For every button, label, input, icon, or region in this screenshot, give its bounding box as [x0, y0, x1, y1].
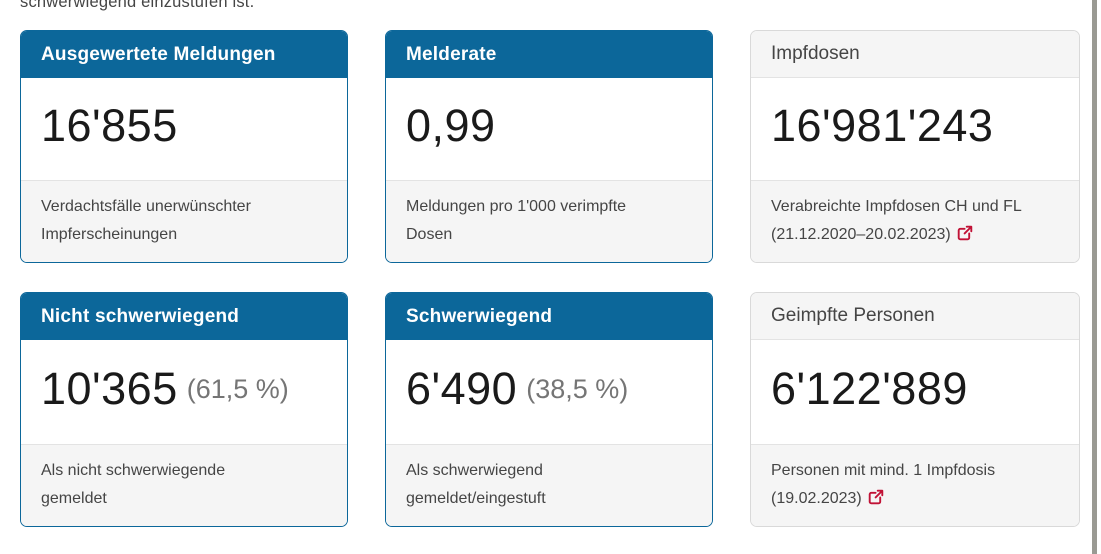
card-description: Personen mit mind. 1 Impfdosis (19.02.20… — [751, 444, 1079, 526]
card-melderate: Melderate 0,99 Meldungen pro 1'000 verim… — [385, 30, 713, 263]
card-value-area: 16'855 — [21, 78, 347, 180]
card-title: Melderate — [386, 31, 712, 78]
card-impfdosen: Impfdosen 16'981'243 Verabreichte Impfdo… — [750, 30, 1080, 263]
card-value-area: 6'122'889 — [751, 340, 1079, 444]
card-ausgewertete-meldungen: Ausgewertete Meldungen 16'855 Verdachtsf… — [20, 30, 348, 263]
card-value: 16'855 — [41, 100, 178, 151]
card-value-area: 16'981'243 — [751, 78, 1079, 180]
card-value-area: 0,99 — [386, 78, 712, 180]
card-nicht-schwerwiegend: Nicht schwerwiegend 10'365 (61,5 %) Als … — [20, 292, 348, 527]
card-description-text: Verabreichte Impfdosen CH und FL (21.12.… — [771, 198, 1022, 243]
card-description: Als schwerwiegend gemeldet/eingestuft — [386, 444, 712, 526]
card-value: 10'365 — [41, 363, 178, 414]
card-description: Verdachtsfälle unerwünschter Impferschei… — [21, 180, 347, 262]
card-value-area: 10'365 (61,5 %) — [21, 340, 347, 444]
card-description-text: Als nicht schwerwiegende gemeldet — [41, 462, 226, 507]
external-link-icon[interactable] — [868, 487, 884, 515]
intro-text-clipped: schwerwiegend einzustufen ist. — [20, 0, 255, 11]
card-value: 6'122'889 — [771, 363, 968, 414]
card-title: Nicht schwerwiegend — [21, 293, 347, 340]
card-description-text: Meldungen pro 1'000 verimpfte Dosen — [406, 198, 627, 243]
card-description: Meldungen pro 1'000 verimpfte Dosen — [386, 180, 712, 262]
card-description-text: Als schwerwiegend gemeldet/eingestuft — [406, 462, 546, 507]
card-value: 16'981'243 — [771, 100, 994, 151]
card-title: Geimpfte Personen — [751, 293, 1079, 340]
card-schwerwiegend: Schwerwiegend 6'490 (38,5 %) Als schwerw… — [385, 292, 713, 527]
card-value-percentage: (61,5 %) — [186, 373, 289, 404]
kpi-dashboard: Ausgewertete Meldungen 16'855 Verdachtsf… — [20, 30, 1080, 527]
card-value-percentage: (38,5 %) — [526, 373, 629, 404]
card-description-text: Personen mit mind. 1 Impfdosis (19.02.20… — [771, 462, 996, 507]
card-description: Verabreichte Impfdosen CH und FL (21.12.… — [751, 180, 1079, 262]
external-link-icon[interactable] — [957, 223, 973, 251]
card-title: Schwerwiegend — [386, 293, 712, 340]
card-title: Impfdosen — [751, 31, 1079, 78]
card-value: 6'490 — [406, 363, 518, 414]
card-title: Ausgewertete Meldungen — [21, 31, 347, 78]
scrollbar-track[interactable] — [1092, 0, 1101, 554]
card-description-text: Verdachtsfälle unerwünschter Impferschei… — [41, 198, 251, 243]
card-description: Als nicht schwerwiegende gemeldet — [21, 444, 347, 526]
scrollbar-thumb[interactable] — [1092, 0, 1097, 554]
card-value: 0,99 — [406, 100, 496, 151]
card-geimpfte-personen: Geimpfte Personen 6'122'889 Personen mit… — [750, 292, 1080, 527]
card-value-area: 6'490 (38,5 %) — [386, 340, 712, 444]
